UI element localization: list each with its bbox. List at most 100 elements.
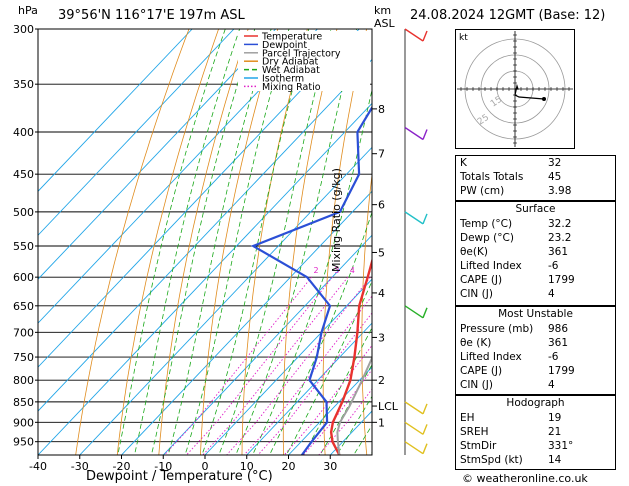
dry-adiabat-line <box>75 29 190 455</box>
isotherm-line <box>204 278 372 455</box>
mixing-ratio-label: 3 <box>334 266 339 275</box>
mixing-ratio-line <box>186 276 333 455</box>
surface-row: Dewp (°C) 23.2 <box>460 232 611 246</box>
pressure-tick-label: 400 <box>13 126 34 139</box>
dry-adiabat-line <box>399 29 426 456</box>
isotherm-line <box>38 29 235 236</box>
hodo-key: StmDir <box>460 440 497 452</box>
dry-adiabat-line <box>158 29 249 455</box>
mixing-ratio-label: 4 <box>350 266 355 275</box>
wind-barb <box>404 401 424 415</box>
mixing-ratio-line <box>226 276 371 455</box>
dry-adiabat-line <box>436 29 456 456</box>
mixing-ratio-label: 6 <box>372 266 377 275</box>
hodograph-table-title: Hodograph <box>506 397 565 409</box>
index-value: 3.98 <box>548 185 572 197</box>
mu-value: -6 <box>548 351 559 363</box>
indices-table: K 32 Totals Totals 45 PW (cm) 3.98 <box>455 155 616 201</box>
most-unstable-table: Most Unstable Pressure (mb) 986 θe (K) 361… <box>455 306 616 395</box>
wet-adiabat-line <box>285 280 372 455</box>
mu-row: Pressure (mb) 986 <box>460 323 611 337</box>
wind-barb-flag <box>422 443 428 454</box>
index-key: K <box>460 157 467 169</box>
index-value: 45 <box>548 171 562 183</box>
surface-value: 23.2 <box>548 232 572 244</box>
km-tick-label: 7 <box>378 148 385 161</box>
mu-value: 1799 <box>548 365 575 377</box>
legend-label: Wet Adiabat <box>262 65 320 76</box>
surface-key: Temp (°C) <box>460 218 513 230</box>
hodo-value: 331° <box>548 440 574 452</box>
copyright[interactable]: © weatheronline.co.uk <box>462 472 588 485</box>
most-unstable-title: Most Unstable <box>498 308 573 320</box>
index-value: 32 <box>548 157 562 169</box>
pressure-tick-label: 900 <box>13 416 34 429</box>
km-tick-label: 1 <box>378 416 385 429</box>
isotherm-line <box>38 58 372 412</box>
wet-adiabat-line <box>235 29 357 455</box>
pressure-tick-label: 600 <box>13 271 34 284</box>
hodo-key: StmSpd (kt) <box>460 454 523 466</box>
wet-adiabat-line <box>201 29 310 455</box>
hodo-value: 19 <box>548 412 562 424</box>
x-tick-label: -30 <box>71 460 89 473</box>
hodograph-storm-motion <box>542 97 546 101</box>
surface-key: CIN (J) <box>460 288 493 300</box>
dry-adiabat-line <box>322 29 367 455</box>
pressure-tick-label: 450 <box>13 168 34 181</box>
isotherm-line <box>38 29 277 280</box>
mixing-ratio-label: 2 <box>314 266 319 275</box>
wet-adiabat-line <box>218 29 332 455</box>
mu-key: Pressure (mb) <box>460 323 534 335</box>
legend-label: Dry Adiabat <box>262 57 319 68</box>
legend-label: Temperature <box>261 32 322 43</box>
hodo-value: 14 <box>548 454 562 466</box>
dry-adiabat-line <box>200 29 279 455</box>
hodo-key: SREH <box>460 426 489 438</box>
surface-value: 32.2 <box>548 218 572 230</box>
hodograph-table: Hodograph EH 19 SREH 21 StmDir 331° StmSpd … <box>455 395 616 470</box>
index-key: PW (cm) <box>460 185 505 197</box>
km-tick-label: LCL <box>378 400 399 413</box>
wet-adiabat-line <box>302 326 372 455</box>
mu-key: θe (K) <box>460 337 492 349</box>
wind-barb-flag <box>422 424 428 435</box>
wet-adiabat-line <box>150 29 256 455</box>
surface-value: -6 <box>548 260 559 272</box>
km-tick-label: 5 <box>378 246 385 259</box>
index-row: PW (cm) 3.98 <box>460 185 611 199</box>
surface-table: Surface Temp (°C) 32.2 Dewp (°C) 23.2 θe(K… <box>455 201 616 306</box>
series-parcel-trajectory <box>336 355 372 455</box>
pressure-tick-label: 350 <box>13 78 34 91</box>
surface-row: CAPE (J) 1799 <box>460 274 611 288</box>
mu-row: CAPE (J) 1799 <box>460 365 611 379</box>
pressure-tick-label: 850 <box>13 396 34 409</box>
x-tick-label: -20 <box>113 460 131 473</box>
surface-row: Lifted Index -6 <box>460 260 611 274</box>
hodo-value: 21 <box>548 426 562 438</box>
km-label: km <box>374 4 392 17</box>
km-tick-label: 8 <box>378 103 385 116</box>
wet-adiabat-line <box>184 29 290 455</box>
mixing-ratio-line <box>257 312 372 455</box>
series-dewpoint <box>250 105 372 455</box>
mu-value: 4 <box>548 379 555 391</box>
wet-adiabat-line <box>269 210 372 455</box>
wind-barb <box>404 126 424 141</box>
isotherm-line <box>38 29 193 192</box>
pressure-tick-label: 950 <box>13 436 34 449</box>
wind-barb <box>404 421 424 435</box>
series-temperature <box>329 257 372 455</box>
mu-key: Lifted Index <box>460 351 522 363</box>
right-axis-title: Mixing Ratio (g/kg) <box>330 168 343 272</box>
legend-label: Parcel Trajectory <box>262 48 341 59</box>
surface-key: Dewp (°C) <box>460 232 514 244</box>
dry-adiabat-line <box>241 29 308 455</box>
mixing-ratio-line <box>283 344 372 455</box>
km-tick-label: 2 <box>378 374 385 387</box>
wind-barb-flag <box>422 307 428 319</box>
surface-key: θe(K) <box>460 246 488 258</box>
x-tick-label: 10 <box>240 460 254 473</box>
wind-barb-flag <box>422 129 428 140</box>
